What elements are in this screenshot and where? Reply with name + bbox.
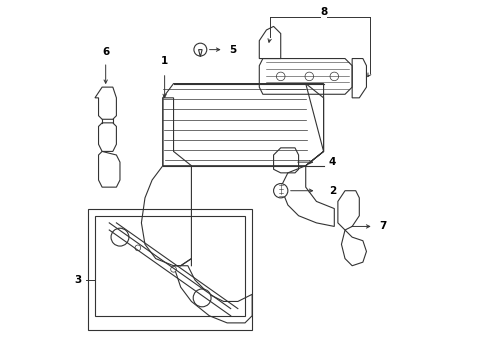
Text: 2: 2 xyxy=(329,186,336,196)
Text: 7: 7 xyxy=(379,221,386,231)
Text: 6: 6 xyxy=(102,47,109,57)
Text: 8: 8 xyxy=(320,8,327,18)
Circle shape xyxy=(135,245,141,251)
Circle shape xyxy=(111,228,129,246)
Circle shape xyxy=(276,72,285,81)
Circle shape xyxy=(273,184,288,198)
Circle shape xyxy=(194,43,207,56)
Text: 5: 5 xyxy=(229,45,237,55)
Text: 1: 1 xyxy=(161,56,168,66)
Circle shape xyxy=(193,289,211,307)
Text: 4: 4 xyxy=(329,157,336,167)
Text: 3: 3 xyxy=(74,275,81,285)
Circle shape xyxy=(330,72,339,81)
Circle shape xyxy=(305,72,314,81)
Circle shape xyxy=(171,266,176,272)
